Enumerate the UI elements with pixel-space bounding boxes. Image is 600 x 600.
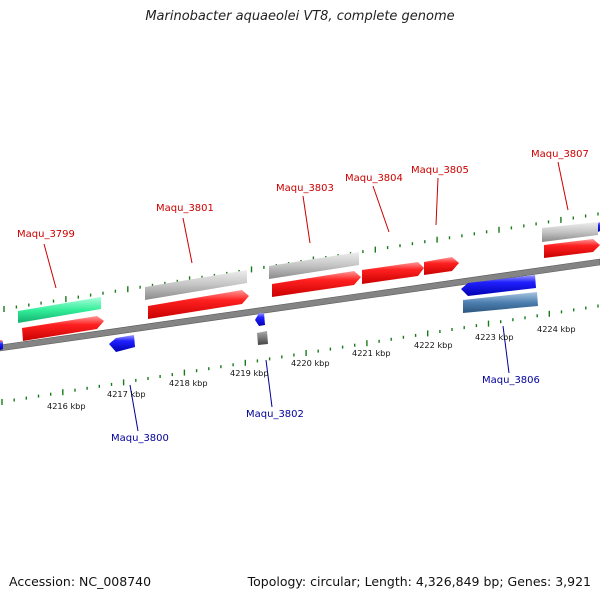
cds-forward[interactable] [544,239,600,258]
cds-forward[interactable] [272,271,361,297]
cds-forward[interactable] [362,262,424,284]
feature-gray [269,252,359,279]
reverse-features [0,275,538,352]
kbp-label: 4220 kbp [291,358,330,368]
label-leaders [43,161,569,432]
forward-gene-labels: Maqu_3799 Maqu_3801 Maqu_3803 Maqu_3804 … [17,149,589,240]
feature-steel [463,292,538,313]
gene-label-maqu-3800[interactable]: Maqu_3800 [111,433,169,444]
map-title: Marinobacter aquaeolei VT8, complete gen… [145,9,455,24]
forward-features [0,222,600,346]
gene-label-maqu-3806[interactable]: Maqu_3806 [482,375,540,386]
kbp-label: 4219 kbp [230,368,269,378]
gene-label-maqu-3803[interactable]: Maqu_3803 [276,183,334,194]
feature-gray [542,222,598,242]
reverse-gene-labels: Maqu_3800 Maqu_3802 Maqu_3806 [111,375,540,444]
cds-forward[interactable] [22,316,104,341]
feature-gray [145,270,247,300]
gene-label-maqu-3804[interactable]: Maqu_3804 [345,173,403,184]
cds-reverse[interactable] [0,341,3,350]
kbp-label: 4221 kbp [352,348,391,358]
cds-reverse[interactable] [109,335,135,352]
kbp-label: 4223 kbp [475,332,514,342]
gene-label-maqu-3799[interactable]: Maqu_3799 [17,229,75,240]
cds-forward[interactable] [424,257,459,275]
gene-label-maqu-3805[interactable]: Maqu_3805 [411,165,469,176]
feature-dark [257,331,268,345]
feature-green [18,297,101,323]
gene-label-maqu-3807[interactable]: Maqu_3807 [531,149,589,160]
kbp-label: 4222 kbp [414,340,453,350]
genome-summary: Topology: circular; Length: 4,326,849 bp… [247,574,591,589]
kbp-label: 4218 kbp [169,378,208,388]
cds-forward[interactable] [148,290,249,319]
genome-backbone [0,258,600,352]
kbp-label: 4224 kbp [537,324,576,334]
kbp-label: 4216 kbp [47,401,86,411]
gene-label-maqu-3801[interactable]: Maqu_3801 [156,203,214,214]
kbp-scale-labels: 4216 kbp 4217 kbp 4218 kbp 4219 kbp 4220… [47,324,576,411]
kbp-label: 4217 kbp [107,389,146,399]
cds-reverse[interactable] [461,275,536,296]
inner-tick-line [1,304,599,405]
accession-label: Accession: NC_008740 [9,574,152,589]
cds-reverse[interactable] [255,313,265,326]
gene-label-maqu-3802[interactable]: Maqu_3802 [246,409,304,420]
